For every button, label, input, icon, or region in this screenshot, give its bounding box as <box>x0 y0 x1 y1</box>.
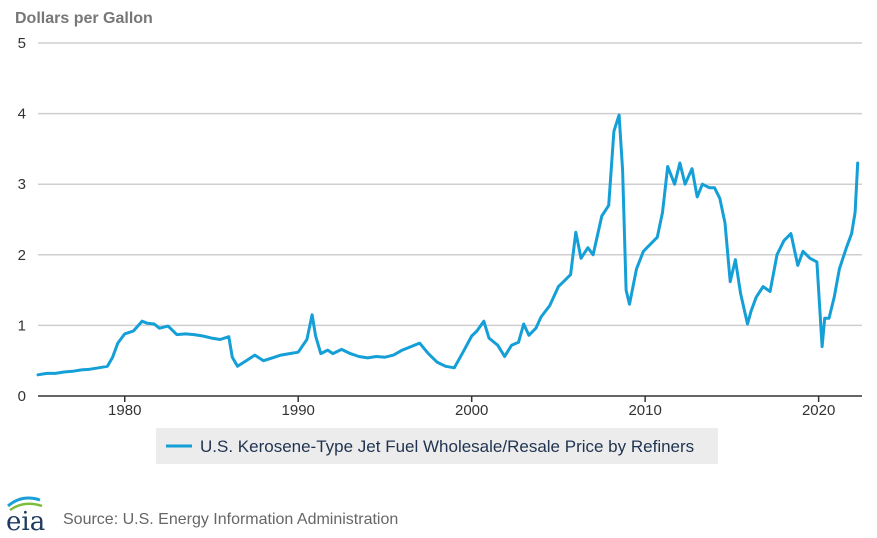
y-tick-label: 2 <box>18 247 26 264</box>
logo-arc-green <box>9 502 43 512</box>
x-tick-label: 1980 <box>108 402 141 419</box>
y-tick-labels: 0 1 2 3 4 5 <box>18 35 26 405</box>
x-tick-label: 2010 <box>628 402 661 419</box>
legend-label: U.S. Kerosene-Type Jet Fuel Wholesale/Re… <box>200 437 694 456</box>
x-tick-label: 1990 <box>282 402 315 419</box>
x-tick-label: 2000 <box>455 402 488 419</box>
x-tick-labels: 1980 1990 2000 2010 2020 <box>108 396 835 419</box>
y-tick-label: 1 <box>18 317 26 334</box>
logo-text: eia <box>6 507 45 537</box>
series-layer <box>36 113 860 377</box>
x-tick-label: 2020 <box>802 402 835 419</box>
y-tick-label: 0 <box>18 388 26 405</box>
y-tick-label: 5 <box>18 35 26 52</box>
legend: U.S. Kerosene-Type Jet Fuel Wholesale/Re… <box>156 428 718 464</box>
y-tick-label: 3 <box>18 176 26 193</box>
logo-arc-blue <box>7 496 41 508</box>
source-text: Source: U.S. Energy Information Administ… <box>63 511 398 528</box>
y-tick-label: 4 <box>18 106 26 123</box>
eia-logo: eia <box>6 496 45 537</box>
legend-background <box>156 428 718 464</box>
grid-layer <box>38 42 862 397</box>
series-line-0 <box>36 113 860 377</box>
y-axis-label: Dollars per Gallon <box>15 10 153 27</box>
